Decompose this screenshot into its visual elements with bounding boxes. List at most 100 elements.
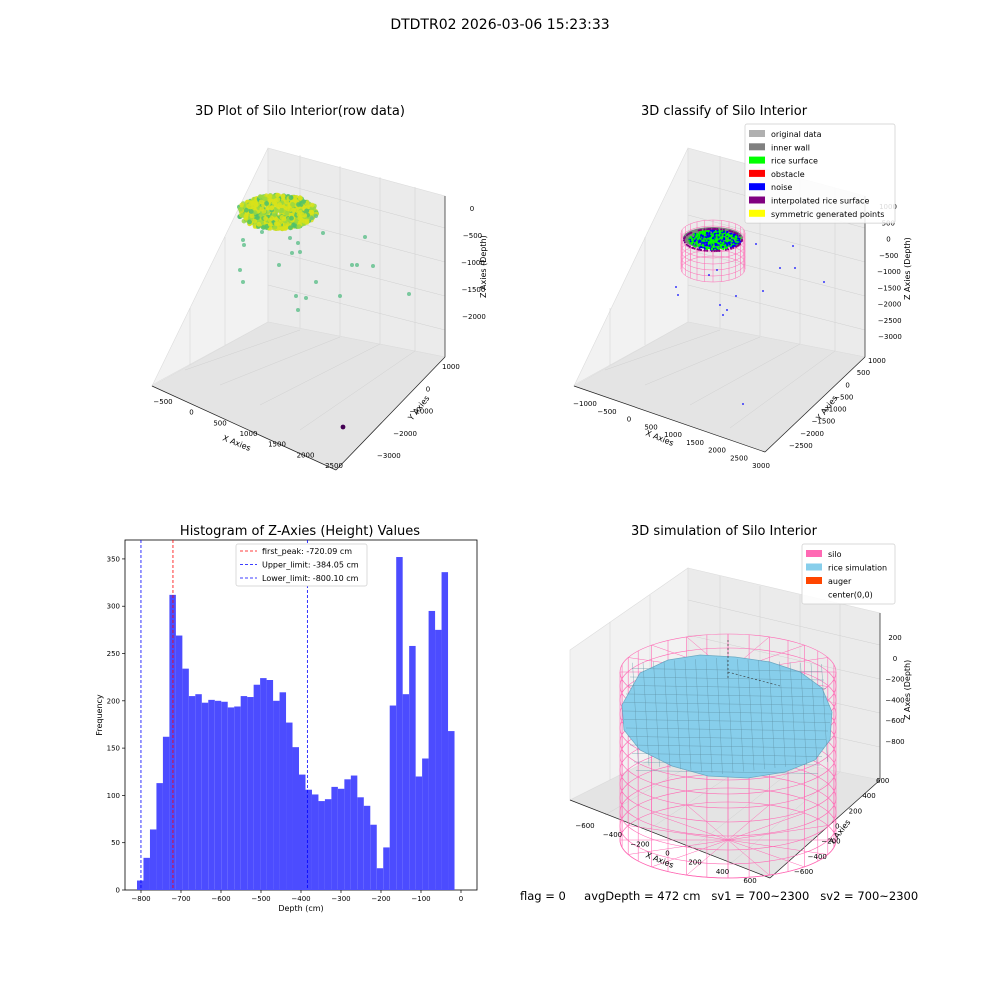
raw-point-outlier bbox=[355, 263, 359, 267]
classified-point bbox=[718, 230, 721, 233]
plot1-x-tick: 1000 bbox=[240, 430, 258, 438]
histogram-legend-label: first_peak: -720.09 cm bbox=[262, 547, 352, 556]
plot1-x-tick: −500 bbox=[153, 398, 172, 406]
raw-point-outlier bbox=[407, 292, 411, 296]
rice-mesh-line bbox=[821, 663, 828, 763]
plot1-z-tick: −1500 bbox=[462, 286, 486, 294]
plot2-x-tick: 3000 bbox=[752, 462, 770, 470]
classified-point bbox=[719, 245, 722, 248]
interpolated-point bbox=[740, 240, 743, 243]
raw-point bbox=[288, 195, 294, 201]
histogram-bar bbox=[422, 758, 429, 890]
plot2-points bbox=[675, 227, 825, 405]
histogram-bar bbox=[260, 678, 267, 890]
plot2-z-tick: −2000 bbox=[878, 301, 902, 309]
plot4-x-tick: 200 bbox=[688, 859, 701, 867]
raw-point-outlier bbox=[304, 296, 308, 300]
histogram-ytick-label: 300 bbox=[107, 603, 120, 611]
classified-point bbox=[696, 237, 699, 240]
plot4-legend-swatch bbox=[806, 577, 822, 584]
plot4-x-tick: −200 bbox=[630, 840, 649, 848]
plot4-y-tick: −200 bbox=[821, 838, 840, 846]
raw-point bbox=[306, 204, 311, 210]
interpolated-point bbox=[688, 232, 691, 235]
histogram-bar bbox=[247, 697, 254, 890]
histogram-bar bbox=[137, 880, 144, 890]
rice-mesh-line bbox=[779, 661, 786, 767]
plot4-title: 3D simulation of Silo Interior bbox=[631, 524, 817, 539]
histogram-xtick-label: 0 bbox=[459, 895, 463, 903]
raw-point bbox=[309, 202, 315, 208]
plot1-z-tick: −500 bbox=[463, 232, 482, 240]
histogram-ytick-label: 200 bbox=[107, 697, 120, 705]
histogram-bar bbox=[286, 722, 293, 890]
rice-mesh-line bbox=[631, 753, 823, 757]
histogram-bar bbox=[273, 700, 280, 890]
histogram-legend-label: Lower_limit: -800.10 cm bbox=[262, 574, 359, 583]
rice-mesh-line bbox=[627, 736, 827, 740]
classified-point bbox=[725, 242, 728, 245]
classified-point bbox=[732, 244, 735, 247]
rice-mesh-line bbox=[625, 693, 829, 698]
plot2-z-tick: 0 bbox=[886, 236, 890, 244]
classified-point bbox=[724, 244, 727, 247]
raw-point-outlier bbox=[288, 236, 292, 240]
interpolated-point bbox=[690, 231, 693, 234]
classified-point bbox=[698, 235, 701, 238]
classified-point bbox=[736, 237, 740, 240]
plot4-legend-label: rice simulation bbox=[828, 564, 887, 573]
histogram-ytick-label: 0 bbox=[116, 887, 120, 895]
raw-point bbox=[309, 210, 315, 215]
rice-mesh-line bbox=[633, 761, 821, 766]
raw-point bbox=[237, 206, 243, 212]
plot2-legend-label: noise bbox=[771, 183, 792, 192]
classified-point bbox=[730, 240, 734, 243]
silo-floor-spoke bbox=[651, 812, 729, 841]
raw-point bbox=[248, 209, 254, 214]
plot2-legend-swatch bbox=[749, 183, 765, 191]
classified-point bbox=[707, 246, 711, 250]
histogram-bar bbox=[370, 824, 377, 890]
histogram-bar bbox=[143, 857, 150, 890]
histogram-bar bbox=[149, 829, 157, 890]
plot2-x-tick: 500 bbox=[644, 423, 657, 431]
plot4-y-tick: 0 bbox=[835, 823, 839, 831]
raw-point bbox=[250, 200, 256, 206]
plot2-legend-label: rice surface bbox=[771, 157, 818, 166]
classified-point bbox=[732, 233, 735, 236]
silo-floor-spoke bbox=[727, 825, 828, 841]
plot1-ticks: −500 0 500 1000 1500 2000 2500 1000 0 −1000 −2000 −… bbox=[153, 205, 485, 470]
rice-mesh-line bbox=[631, 668, 823, 672]
raw-point bbox=[284, 211, 290, 216]
rice-mesh-line bbox=[684, 659, 692, 771]
histogram-bar bbox=[305, 789, 312, 890]
raw-point bbox=[244, 207, 249, 213]
interpolated-point bbox=[687, 244, 690, 247]
rice-mesh-line bbox=[800, 662, 807, 765]
classified-point bbox=[695, 235, 698, 238]
histogram-xlabel: Depth (cm) bbox=[278, 904, 323, 913]
histogram-xtick-label: −300 bbox=[331, 895, 350, 903]
raw-point-outlier bbox=[296, 241, 300, 245]
plot2-x-tick: 1500 bbox=[686, 439, 704, 447]
plot4-legend-swatch bbox=[806, 550, 822, 557]
classified-point bbox=[706, 231, 709, 235]
classified-point bbox=[706, 229, 710, 232]
histogram-bar bbox=[162, 736, 170, 890]
classified-point bbox=[726, 232, 729, 236]
histogram-xtick-label: −200 bbox=[371, 895, 390, 903]
raw-point bbox=[272, 200, 277, 206]
histogram-bar bbox=[318, 801, 325, 890]
classified-point bbox=[731, 236, 734, 239]
histogram-bar bbox=[266, 680, 274, 890]
raw-point bbox=[255, 215, 260, 221]
plot1-title: 3D Plot of Silo Interior(row data) bbox=[195, 104, 405, 119]
interpolated-point bbox=[739, 242, 742, 245]
classified-point bbox=[694, 245, 697, 248]
raw-point bbox=[262, 196, 268, 202]
classified-point bbox=[707, 242, 711, 245]
plot2-x-tick: 2000 bbox=[708, 447, 726, 455]
classified-point bbox=[720, 237, 724, 240]
plot4-x-tick: 0 bbox=[665, 850, 669, 858]
interpolated-point bbox=[703, 249, 706, 252]
